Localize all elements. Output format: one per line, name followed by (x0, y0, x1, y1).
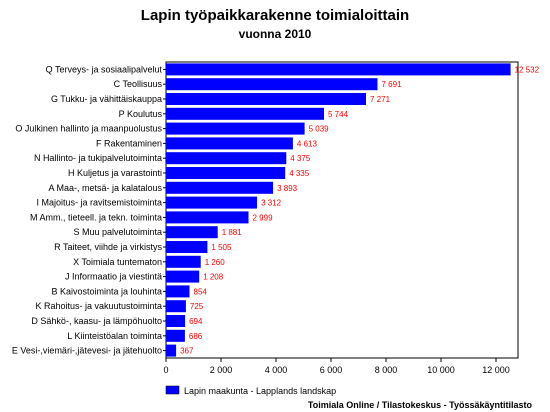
bar (166, 344, 177, 357)
category-label: E Vesi-,viemäri-,jätevesi- ja jätehuolto (12, 346, 162, 356)
legend: Lapin maakunta - Lapplands landskap (165, 385, 336, 396)
data-label: 7 691 (382, 80, 403, 89)
bar (166, 152, 287, 165)
data-label: 5 744 (328, 110, 349, 119)
data-label: 7 271 (370, 95, 391, 104)
bar (166, 167, 286, 179)
data-label: 686 (189, 332, 203, 341)
bar (166, 329, 185, 342)
data-label: 4 375 (290, 154, 311, 163)
bar (166, 137, 293, 150)
x-tick-label: 6 000 (320, 365, 343, 375)
bar (166, 122, 305, 135)
x-tick-label: 12 000 (482, 365, 510, 375)
data-label: 694 (189, 317, 203, 326)
bar (166, 226, 218, 239)
category-label: S Muu palvelutoiminta (73, 227, 162, 237)
bar (166, 315, 186, 327)
x-tick-label: 4 000 (265, 365, 288, 375)
bar (166, 78, 378, 91)
chart-subtitle: vuonna 2010 (239, 27, 312, 41)
chart-title: Lapin työpaikkarakenne toimialoittain (141, 7, 409, 24)
plot-frame (165, 61, 519, 359)
plot-area: Q Terveys- ja sosiaalipalvelut 12 532 C Te… (12, 61, 540, 375)
x-tick-label: 8 000 (375, 365, 398, 375)
legend-label: Lapin maakunta - Lapplands landskap (184, 386, 336, 396)
data-label: 3 893 (277, 184, 298, 193)
data-label: 3 312 (261, 199, 282, 208)
category-label: J Informaatio ja viestintä (65, 272, 162, 282)
data-label: 1 208 (203, 273, 224, 282)
category-label: N Hallinto- ja tukipalvelutoiminta (34, 153, 162, 163)
category-label: G Tukku- ja vähittäiskauppa (51, 94, 162, 104)
data-label: 4 613 (297, 139, 318, 148)
category-label: P Koulutus (119, 109, 163, 119)
category-label: K Rahoitus- ja vakuutustoiminta (35, 301, 162, 311)
category-label: Q Terveys- ja sosiaalipalvelut (46, 64, 163, 74)
data-label: 725 (190, 302, 204, 311)
category-label: O Julkinen hallinto ja maanpuolustus (15, 124, 162, 134)
bar (166, 285, 190, 298)
category-label: M Amm., tieteell. ja tekn. toiminta (30, 212, 162, 222)
data-label: 1 505 (211, 243, 232, 252)
bar (166, 241, 208, 253)
data-label: 5 039 (309, 125, 330, 134)
legend-swatch (165, 385, 180, 395)
bar (166, 211, 249, 224)
category-label: C Teollisuus (114, 79, 163, 89)
category-label: X Toimiala tuntematon (73, 257, 162, 267)
category-label: H Kuljetus ja varastointi (68, 168, 162, 178)
category-label: B Kaivostoiminta ja louhinta (51, 286, 162, 296)
data-label: 1 881 (222, 228, 243, 237)
category-label: L Kiinteistöalan toiminta (67, 331, 162, 341)
x-tick-label: 0 (163, 365, 168, 375)
category-label: F Rakentaminen (96, 138, 162, 148)
category-label: I Majoitus- ja ravitsemistoiminta (36, 198, 162, 208)
category-label: D Sähkö-, kaasu- ja lämpöhuolto (31, 316, 162, 326)
bar (166, 300, 186, 313)
bar (166, 63, 511, 76)
data-label: 2 999 (253, 213, 274, 222)
category-label: R Taiteet, viihde ja virkistys (54, 242, 162, 252)
bar (166, 270, 200, 283)
data-label: 367 (180, 347, 194, 356)
source-note: Toimiala Online / Tilastokeskus - Työssä… (308, 400, 533, 410)
data-label: 854 (194, 287, 208, 296)
bar (166, 196, 258, 209)
bar (166, 107, 324, 120)
data-label: 1 260 (205, 258, 226, 267)
bar (166, 255, 201, 268)
category-label: A Maa-, metsä- ja kalatalous (48, 183, 162, 193)
bar (166, 93, 366, 105)
bar (166, 181, 274, 194)
x-tick-label: 2 000 (210, 365, 233, 375)
data-label: 4 335 (289, 169, 310, 178)
data-label: 12 532 (515, 65, 540, 74)
x-tick-label: 10 000 (427, 365, 455, 375)
